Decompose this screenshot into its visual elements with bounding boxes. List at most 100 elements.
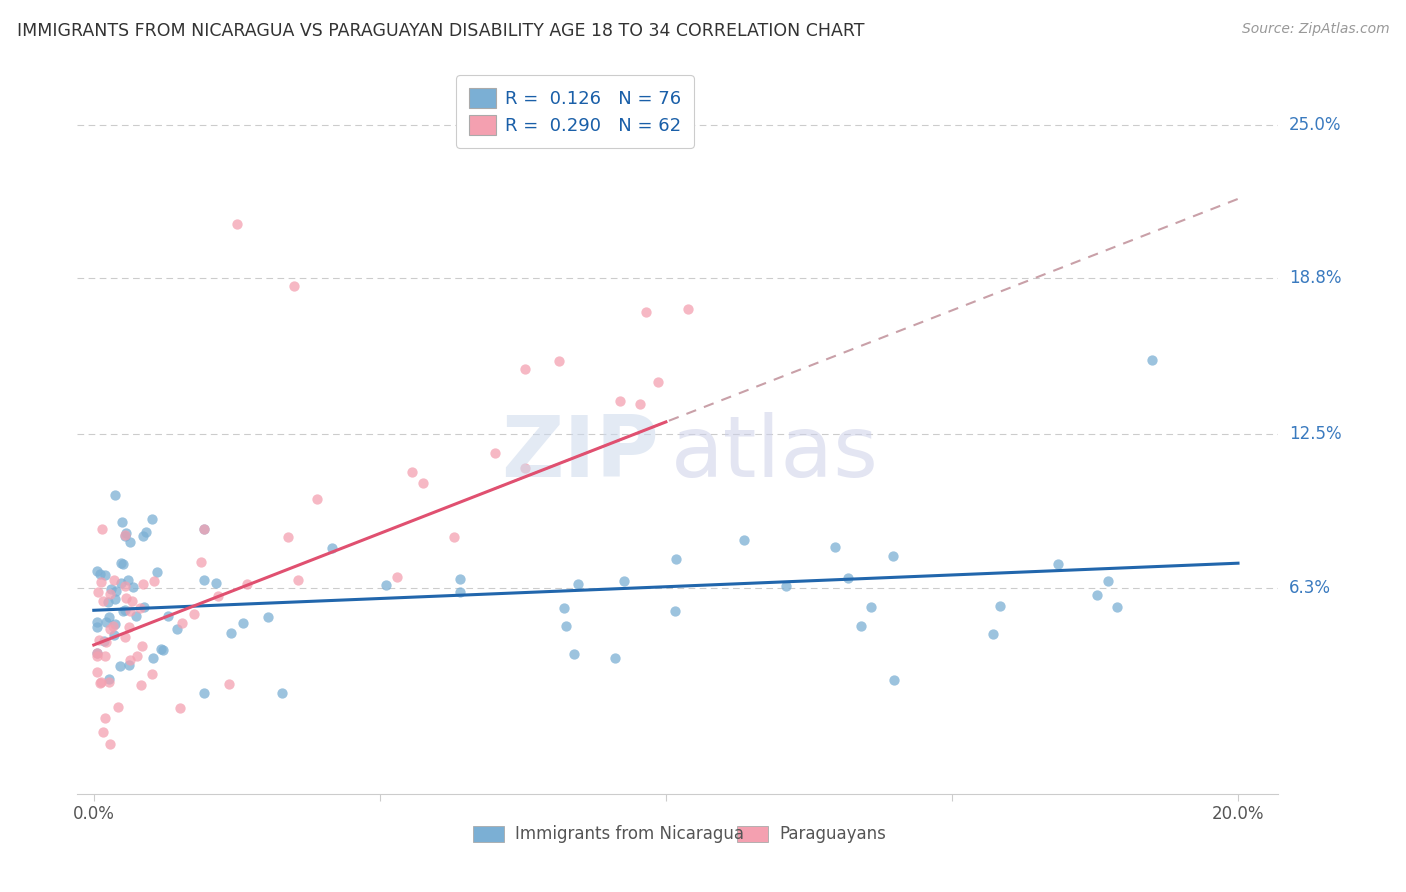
Point	[193, 522, 215, 536]
Point	[193, 522, 215, 536]
Point	[104, 583, 127, 598]
Point	[170, 615, 193, 630]
Text: Immigrants from Nicaragua: Immigrants from Nicaragua	[515, 825, 744, 843]
Point	[86, 647, 108, 661]
Text: Paraguayans: Paraguayans	[779, 825, 886, 843]
Point	[98, 623, 121, 637]
Text: 6.3%: 6.3%	[1289, 579, 1331, 597]
Point	[89, 567, 111, 582]
Point	[98, 737, 121, 751]
Point	[152, 642, 174, 657]
Point	[664, 604, 686, 618]
Point	[283, 278, 305, 293]
Point	[851, 619, 873, 633]
Point	[120, 653, 142, 667]
Point	[86, 620, 108, 634]
Text: 12.5%: 12.5%	[1289, 425, 1341, 443]
Point	[169, 701, 191, 715]
Point	[613, 574, 636, 589]
Point	[90, 575, 112, 590]
Point	[134, 599, 156, 614]
Point	[271, 686, 294, 700]
Point	[104, 617, 127, 632]
Point	[401, 465, 423, 479]
Point	[555, 618, 578, 632]
Point	[97, 595, 120, 609]
Point	[562, 648, 585, 662]
Point	[1097, 574, 1119, 588]
Point	[305, 491, 328, 506]
Point	[513, 461, 536, 475]
Point	[484, 446, 506, 460]
Point	[157, 609, 180, 624]
Point	[190, 555, 212, 569]
Point	[117, 620, 139, 634]
Point	[114, 525, 136, 540]
Point	[146, 566, 169, 580]
Point	[94, 568, 117, 582]
Point	[775, 579, 797, 593]
Point	[882, 549, 904, 563]
Point	[114, 579, 136, 593]
Point	[98, 610, 121, 624]
Point	[86, 648, 108, 663]
Point	[676, 301, 699, 316]
Point	[128, 601, 150, 615]
Point	[219, 626, 242, 640]
Point	[112, 557, 135, 571]
Point	[104, 592, 127, 607]
Point	[120, 535, 142, 549]
Point	[89, 676, 111, 690]
Point	[236, 577, 259, 591]
Point	[110, 575, 132, 590]
Point	[1047, 557, 1070, 571]
Point	[97, 674, 120, 689]
Text: atlas: atlas	[671, 412, 879, 495]
Point	[114, 591, 136, 605]
Point	[665, 551, 688, 566]
Point	[141, 512, 163, 526]
Text: 25.0%: 25.0%	[1289, 116, 1341, 134]
Point	[449, 585, 471, 599]
Point	[86, 646, 108, 660]
Point	[108, 659, 131, 673]
Text: ZIP: ZIP	[502, 412, 659, 495]
Point	[110, 556, 132, 570]
Point	[107, 699, 129, 714]
Point	[86, 564, 108, 578]
Point	[860, 599, 883, 614]
Point	[114, 602, 136, 616]
Point	[287, 573, 309, 587]
Point	[193, 685, 215, 699]
Point	[183, 607, 205, 622]
Point	[121, 594, 143, 608]
Point	[149, 641, 172, 656]
Point	[983, 627, 1005, 641]
Point	[132, 528, 155, 542]
Point	[94, 711, 117, 725]
Point	[118, 658, 141, 673]
Point	[91, 725, 114, 739]
Point	[634, 305, 657, 319]
Point	[93, 633, 115, 648]
Point	[86, 585, 108, 599]
Point	[990, 599, 1012, 614]
Point	[111, 604, 134, 618]
Point	[111, 515, 134, 529]
Point	[86, 665, 108, 679]
Point	[89, 633, 111, 648]
Point	[628, 397, 651, 411]
Point	[218, 677, 240, 691]
Point	[103, 628, 125, 642]
Point	[135, 524, 157, 539]
Text: IMMIGRANTS FROM NICARAGUA VS PARAGUAYAN DISABILITY AGE 18 TO 34 CORRELATION CHAR: IMMIGRANTS FROM NICARAGUA VS PARAGUAYAN …	[17, 22, 865, 40]
Point	[883, 673, 905, 688]
Point	[103, 573, 125, 587]
Point	[387, 570, 409, 584]
Point	[143, 574, 166, 589]
Point	[824, 540, 846, 554]
Point	[114, 630, 136, 644]
Point	[114, 528, 136, 542]
Point	[733, 533, 755, 548]
Point	[90, 522, 112, 536]
